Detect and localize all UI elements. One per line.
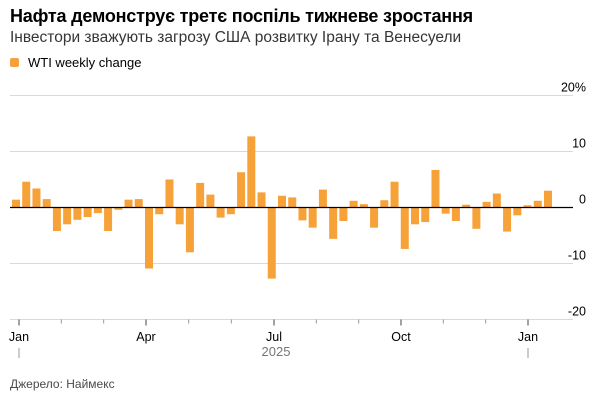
legend: WTI weekly change: [10, 55, 141, 69]
y-axis-label: 10: [572, 137, 586, 151]
legend-label: WTI weekly change: [28, 54, 142, 70]
bar-week-51: [523, 205, 532, 208]
bar-week-20: [206, 194, 215, 208]
bar-week-31: [318, 189, 327, 208]
legend-swatch-icon: [10, 57, 19, 67]
bar-week-18: [185, 207, 194, 253]
bar-week-39: [400, 207, 409, 249]
bar-week-36: [370, 207, 379, 228]
y-axis-label: -20: [568, 305, 586, 319]
bar-week-25: [257, 192, 266, 208]
bar-week-50: [513, 207, 522, 216]
chart-title: Нафта демонструє третє поспіль тижневе з…: [10, 6, 473, 26]
bar-week-42: [431, 169, 440, 208]
bar-week-6: [63, 207, 72, 225]
x-axis-label: Jul: [266, 330, 282, 344]
bar-week-21: [216, 207, 225, 218]
bar-week-19: [196, 182, 205, 208]
bar-week-30: [308, 207, 317, 228]
bar-week-52: [533, 200, 542, 208]
bar-week-44: [451, 207, 460, 221]
bar-week-32: [329, 207, 338, 239]
bar-week-15: [155, 207, 164, 215]
x-axis-label: Oct: [391, 330, 411, 344]
bar-week-10: [104, 207, 113, 232]
bar-week-40: [411, 207, 419, 225]
x-axis-year-label: 2025: [262, 344, 291, 359]
bar-week-3: [32, 188, 41, 208]
chart-subtitle: Інвестори зважують загрозу США розвитку …: [10, 29, 462, 46]
y-axis-label: -10: [568, 249, 586, 263]
bar-week-23: [237, 172, 246, 208]
bar-week-28: [288, 197, 297, 208]
bar-week-37: [380, 200, 389, 208]
bar-week-7: [73, 207, 82, 220]
source-note: Джерело: Наймекс: [10, 377, 115, 391]
bar-week-45: [462, 204, 471, 208]
bar-week-48: [492, 193, 501, 208]
bar-week-41: [421, 207, 430, 223]
bar-week-47: [482, 201, 491, 208]
bar-week-29: [298, 207, 307, 221]
bar-week-9: [93, 207, 102, 214]
bar-week-2: [22, 181, 31, 208]
bar-week-22: [226, 207, 235, 215]
bar-week-5: [52, 207, 61, 232]
bar-week-16: [165, 179, 174, 208]
bar-week-27: [278, 195, 286, 208]
bar-week-43: [441, 207, 450, 214]
bar-week-46: [472, 207, 481, 229]
bar-week-13: [134, 199, 143, 208]
bar-week-49: [503, 207, 512, 232]
bar-week-34: [349, 200, 358, 208]
x-axis-label: Jan: [9, 330, 29, 344]
bar-week-38: [390, 181, 399, 208]
y-axis-label: 0: [579, 193, 586, 207]
x-axis-label: Apr: [136, 330, 155, 344]
bar-week-26: [267, 207, 276, 279]
bar-week-8: [83, 207, 92, 218]
bar-week-35: [359, 204, 368, 208]
bar-week-14: [145, 207, 153, 269]
x-axis-label: Jan: [518, 330, 538, 344]
bar-week-53: [544, 190, 552, 208]
bar-week-24: [247, 136, 256, 208]
bar-week-4: [42, 199, 51, 208]
y-axis-label: 20%: [561, 81, 586, 95]
bar-week-17: [175, 207, 184, 225]
bar-week-12: [124, 199, 133, 208]
bar-week-1: [12, 199, 20, 208]
bar-week-33: [339, 207, 348, 221]
bar-week-11: [114, 207, 123, 210]
